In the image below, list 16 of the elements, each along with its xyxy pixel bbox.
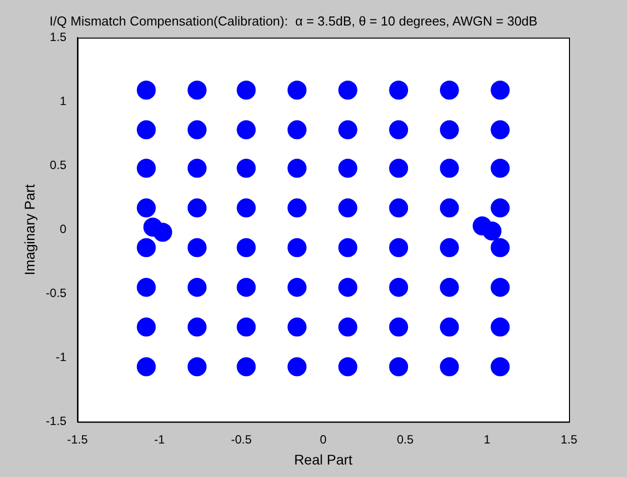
x-tick-label: 0 <box>320 432 327 446</box>
x-tick-label: 0.5 <box>396 432 414 446</box>
x-tick-label: -1 <box>154 432 166 446</box>
y-axis-title: Imaginary Part <box>21 184 38 276</box>
x-axis-title: Real Part <box>294 451 353 468</box>
x-tick-label: 1.5 <box>560 432 578 446</box>
y-tick-label: 1.5 <box>50 30 67 44</box>
y-tick-label: 0 <box>60 222 67 236</box>
chart-title: I/Q Mismatch Compensation(Calibration): α = 3.5dB, θ = 10 degrees, AWGN = 30dB <box>50 13 538 28</box>
y-tick-label: -0.5 <box>46 286 67 300</box>
x-tick-label: -0.5 <box>230 432 252 446</box>
y-tick-label: -1.5 <box>46 414 67 428</box>
y-tick-label: 0.5 <box>50 158 67 172</box>
y-tick-label: 1 <box>60 94 67 108</box>
x-tick-label: 1 <box>484 432 491 446</box>
y-tick-label: -1 <box>56 350 67 364</box>
